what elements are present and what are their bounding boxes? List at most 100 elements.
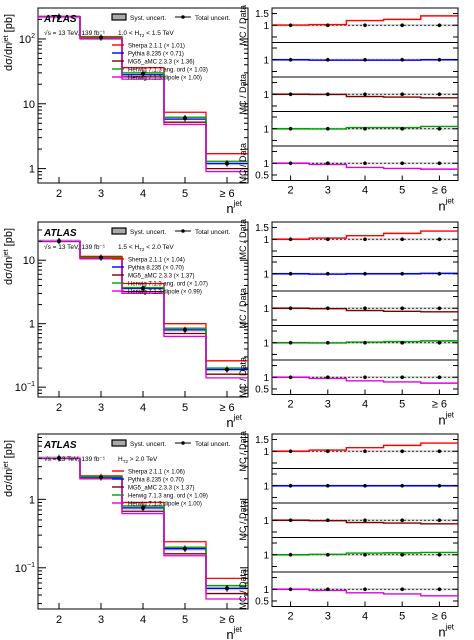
x-tick-label: 5 xyxy=(182,402,188,414)
ratio-y-tick-label: 0.5 xyxy=(255,596,269,607)
y-axis-label: dσ/dnjet [pb] xyxy=(3,14,15,71)
legend-scale: (× 0.70) xyxy=(161,478,184,484)
x-axis-label: njet xyxy=(226,413,242,430)
ratio-data-point xyxy=(363,237,367,242)
ratio-data-point xyxy=(400,161,405,166)
legend-label-mg5: MG5_aMC 2.3.3 (× 1.36) xyxy=(128,60,195,66)
ratio-data-point xyxy=(288,57,293,62)
ratio-data-point xyxy=(288,340,293,345)
ratio-data-point xyxy=(363,23,367,28)
legend-name: Sherpa 2.1.1 xyxy=(128,470,163,476)
ratio-data-point xyxy=(437,237,442,242)
y-tick-label: 102 xyxy=(19,33,35,46)
legend-name: MG5_aMC 2.3.3 xyxy=(128,60,173,66)
y-axis-label-sup: jet xyxy=(3,249,10,257)
ratio-line-pythia xyxy=(272,272,458,275)
ratio-data-point xyxy=(400,518,405,523)
ratio-data-point xyxy=(288,126,293,131)
ratio-data-point xyxy=(288,375,293,380)
legend-scale: (× 1.09) xyxy=(185,494,208,500)
x-tick-label: ≥ 6 xyxy=(219,188,234,200)
x-tick-label: ≥ 6 xyxy=(219,402,234,414)
region-suffix: < 1.5 TeV xyxy=(144,30,174,37)
ratio-data-point xyxy=(326,161,330,166)
ratio-line-herwig_dip xyxy=(272,376,458,384)
ratio-x-tick-label: 4 xyxy=(362,611,368,623)
energy-label: √s = 13 TeV, 139 fb⁻¹ xyxy=(44,29,106,37)
ratio-line-herwig_dip xyxy=(272,588,458,597)
legend-syst-swatch xyxy=(111,13,127,21)
ratio-data-point xyxy=(288,483,293,488)
region-prefix: 1.0 < H xyxy=(118,30,139,37)
ratio-data-point xyxy=(363,449,367,454)
ratio-data-point xyxy=(400,483,405,488)
y-tick-label: 10−1 xyxy=(15,381,35,394)
ratio-line-herwig_dip xyxy=(272,162,458,170)
data-point xyxy=(56,456,62,461)
energy-label: √s = 13 TeV, 139 fb⁻¹ xyxy=(44,455,106,463)
data-point xyxy=(98,255,104,260)
ratio-data-point xyxy=(288,92,293,97)
series-line-herwig_dip xyxy=(38,16,248,173)
ratio-data-point xyxy=(437,271,442,276)
x-axis-label-sup: jet xyxy=(233,199,243,208)
legend-scale: (× 0.71) xyxy=(161,52,184,58)
y-tick-label: 10−1 xyxy=(15,562,35,575)
series-line-mg5 xyxy=(38,16,248,170)
energy-label: √s = 13 TeV, 139 fb⁻¹ xyxy=(44,243,106,251)
atlas-label: ATLAS xyxy=(43,14,77,25)
ratio-y-tick-label: 1 xyxy=(263,481,269,492)
ratio-data-point xyxy=(326,449,330,454)
legend-scale: (× 1.00) xyxy=(179,502,202,508)
ratio-data-point xyxy=(437,23,442,28)
ratio-data-point xyxy=(400,449,405,454)
ratio-y-axis-label: MC / Data xyxy=(238,74,248,115)
ratio-x-axis-label-sup: jet xyxy=(445,197,455,206)
ratio-y-axis-label: MC / Data xyxy=(238,431,248,472)
data-point xyxy=(224,367,230,372)
legend-scale: (× 0.70) xyxy=(161,266,184,272)
ratio-y-tick-label: 1 xyxy=(263,269,269,280)
legend-scale: (× 0.99) xyxy=(179,290,202,296)
ratio-y-tick-label: 1 xyxy=(263,90,269,101)
legend-name: Pythia 8.235 xyxy=(128,478,162,484)
ratio-x-axis-label: njet xyxy=(438,623,454,640)
y-tick-base: 10 xyxy=(15,563,27,575)
legend-name: Pythia 8.235 xyxy=(128,52,162,58)
legend-total-marker xyxy=(181,441,185,445)
ratio-y-axis-label: MC / Data xyxy=(238,143,248,184)
region-suffix: < 2.0 TeV xyxy=(144,244,174,251)
ratio-line-herwig_ang xyxy=(272,125,458,130)
x-tick-label: 3 xyxy=(98,188,104,200)
ratio-x-tick-label: 5 xyxy=(399,611,405,623)
x-tick-label: 5 xyxy=(182,188,188,200)
ratio-x-tick-label: 4 xyxy=(362,399,368,411)
ratio-line-mg5 xyxy=(272,93,458,99)
legend-name: MG5_aMC 2.3.3 xyxy=(128,274,173,280)
ratio-data-point xyxy=(363,92,367,97)
ratio-y-tick-label: 1 xyxy=(263,338,269,349)
x-tick-label: 4 xyxy=(140,614,146,626)
series-line-herwig_dip xyxy=(38,457,248,600)
y-axis-label-main: dσ/dn xyxy=(3,43,15,71)
region-label: 1.0 < HT2 < 1.5 TeV xyxy=(118,30,174,38)
x-tick-label: 3 xyxy=(98,402,104,414)
y-axis-label-unit: [pb] xyxy=(3,440,15,461)
ratio-data-point xyxy=(400,306,405,311)
legend-syst-label: Syst. uncert. xyxy=(130,441,166,448)
ratio-data-point xyxy=(363,552,367,557)
legend-name: Herwig 7.1.3 ang. ord xyxy=(128,68,185,74)
region-sub: T2 xyxy=(123,459,129,464)
ratio-x-axis-label: njet xyxy=(438,411,454,428)
ratio-data-point xyxy=(288,23,293,28)
x-axis-label: njet xyxy=(226,625,242,640)
ratio-data-point xyxy=(288,271,293,276)
legend-label-pythia: Pythia 8.235 (× 0.71) xyxy=(128,52,184,58)
data-point xyxy=(182,546,188,551)
ratio-data-point xyxy=(326,587,330,592)
ratio-data-point xyxy=(437,587,442,592)
region-sub: T2 xyxy=(139,247,145,252)
data-point xyxy=(224,586,230,591)
ratio-data-point xyxy=(437,483,442,488)
